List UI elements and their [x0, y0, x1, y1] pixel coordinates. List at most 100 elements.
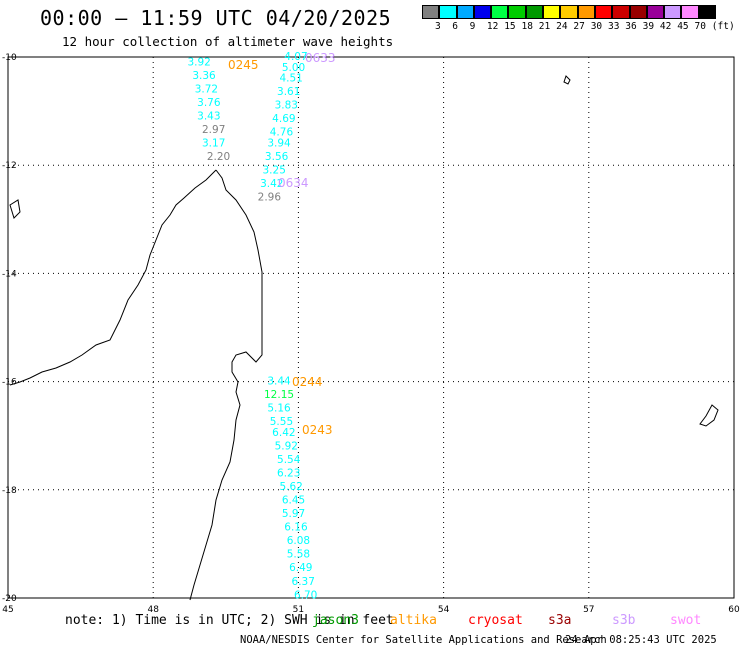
wave-height-reading: 3.61 — [277, 86, 300, 98]
satellite-name: jason3 — [312, 613, 359, 628]
lon-tick-label: 51 — [293, 605, 304, 615]
satellite-name: s3a — [548, 613, 572, 628]
credit-timestamp: 24 Apr 08:25:43 UTC 2025 — [565, 634, 717, 646]
legend-label: 27 — [573, 21, 585, 32]
lon-tick-label: 48 — [147, 605, 159, 615]
legend-swatch — [543, 5, 561, 19]
wave-height-reading: 2.20 — [207, 151, 230, 163]
wave-height-reading: 3.56 — [265, 151, 289, 163]
lat-tick-label: -20 — [2, 594, 17, 604]
page-subtitle: 12 hour collection of altimeter wave hei… — [62, 34, 394, 49]
legend-label: 3 — [435, 21, 441, 32]
gridlines — [8, 57, 734, 598]
wave-height-reading: 3.76 — [197, 97, 221, 109]
map-frame — [7, 56, 735, 599]
legend-label: 70 — [694, 21, 706, 32]
wave-height-reading: 3.94 — [267, 138, 291, 150]
legend-label: 42 — [659, 21, 672, 32]
wave-height-reading: 4.07 — [284, 51, 307, 63]
legend-swatch — [473, 5, 492, 19]
wave-height-reading: 3.25 — [263, 165, 286, 177]
wave-height-reading: 6.08 — [287, 535, 310, 547]
legend-label: 18 — [521, 21, 533, 32]
legend-swatch — [560, 5, 578, 19]
legend-swatch — [422, 5, 440, 19]
pass-time-label: 0244 — [292, 375, 323, 389]
legend-swatch — [439, 5, 457, 19]
legend-label: (ft) — [711, 21, 735, 32]
legend-swatch — [664, 5, 682, 19]
satellite-name: s3b — [612, 613, 636, 628]
wave-height-reading: 4.69 — [272, 113, 295, 125]
legend-label: 45 — [677, 21, 689, 32]
legend-swatch — [646, 5, 665, 19]
lon-tick-label: 60 — [728, 605, 740, 615]
wave-height-reading: 5.55 — [270, 416, 293, 428]
legend-label: 36 — [625, 21, 637, 32]
legend-label: 30 — [590, 21, 603, 32]
legend-swatch — [508, 5, 526, 19]
lon-tick-label: 54 — [438, 605, 450, 615]
legend-swatch — [594, 5, 613, 19]
legend-swatch — [698, 5, 717, 19]
wave-height-reading: 5.00 — [282, 62, 305, 74]
wave-height-reading: 6.42 — [272, 427, 295, 439]
legend-swatch — [577, 5, 595, 19]
legend-label: 21 — [538, 21, 551, 32]
wave-height-reading: 3.44 — [267, 376, 291, 388]
credit-text: NOAA/NESDIS Center for Satellite Applica… — [240, 634, 607, 646]
lat-tick-label: -18 — [2, 486, 17, 496]
wave-height-reading: 5.58 — [287, 549, 310, 561]
wave-height-reading: 3.72 — [195, 83, 218, 95]
page-title: 00:00 – 11:59 UTC 04/20/2025 — [40, 6, 392, 30]
altimeter-tracks: 4.075.004.513.61 3.834.69 4.763.943.56 3.25… — [187, 51, 335, 601]
madagascar-coastline — [9, 169, 263, 601]
lon-tick-label: 57 — [583, 605, 594, 615]
lat-tick-label: -12 — [2, 161, 17, 171]
wave-height-reading: 3.42 — [260, 178, 283, 190]
legend-swatch — [629, 5, 647, 19]
pass-time-label: 0245 — [228, 58, 259, 72]
pass-time-label: 0633 — [305, 51, 336, 65]
legend-label: 12 — [486, 21, 499, 32]
legend-label: 9 — [469, 21, 476, 32]
legend-swatch — [681, 5, 699, 19]
color-legend — [422, 5, 717, 19]
wave-height-reading: 6.45 — [282, 495, 305, 507]
wave-height-reading: 6.49 — [289, 562, 312, 574]
lat-tick-label: -14 — [2, 269, 17, 279]
wave-height-reading: 6.37 — [292, 576, 315, 588]
satellite-name: altika — [390, 613, 437, 628]
lat-tick-label: -16 — [2, 378, 17, 388]
wave-height-reading: 3.83 — [275, 100, 298, 112]
legend-label: 33 — [608, 21, 620, 32]
lon-tick-label: 45 — [2, 605, 13, 615]
wave-height-reading: 3.92 — [187, 56, 210, 68]
legend-labels: 3 6 9 12 15 18 21 24 27 30 33 36 39 42 45 70 (ft) — [422, 21, 740, 33]
pass-time-label: 0243 — [302, 423, 333, 437]
legend-swatch — [525, 5, 544, 19]
wave-height-reading: 5.54 — [277, 454, 301, 466]
wave-height-reading: 4.51 — [279, 73, 302, 85]
wave-height-reading: 6.23 — [277, 468, 300, 480]
wave-height-reading: 5.16 — [267, 403, 291, 415]
satellite-name: cryosat — [468, 613, 523, 628]
wave-height-reading: 4.76 — [270, 127, 294, 139]
wave-height-reading: 2.96 — [258, 192, 282, 204]
wave-height-reading: 6.16 — [284, 522, 308, 534]
satellite-name: swot — [670, 613, 702, 628]
lat-tick-label: -10 — [2, 53, 17, 63]
wave-height-reading: 2.97 — [202, 124, 225, 136]
east-islet — [699, 404, 719, 427]
legend-swatch — [612, 5, 630, 19]
axis-labels: 45 48 51 54 57 60 -10 -12 -14 -16 -18 -20 — [2, 53, 740, 615]
north-islet — [563, 75, 571, 85]
wave-height-reading: 12.15 — [264, 389, 294, 401]
legend-label: 24 — [556, 21, 568, 32]
legend-label: 39 — [642, 21, 655, 32]
wave-height-reading: 5.97 — [282, 508, 305, 520]
legend-swatch — [456, 5, 474, 19]
wave-height-reading: 5.92 — [275, 441, 298, 453]
footer-note: note: 1) Time is in UTC; 2) SWH is in fe… — [65, 613, 394, 628]
